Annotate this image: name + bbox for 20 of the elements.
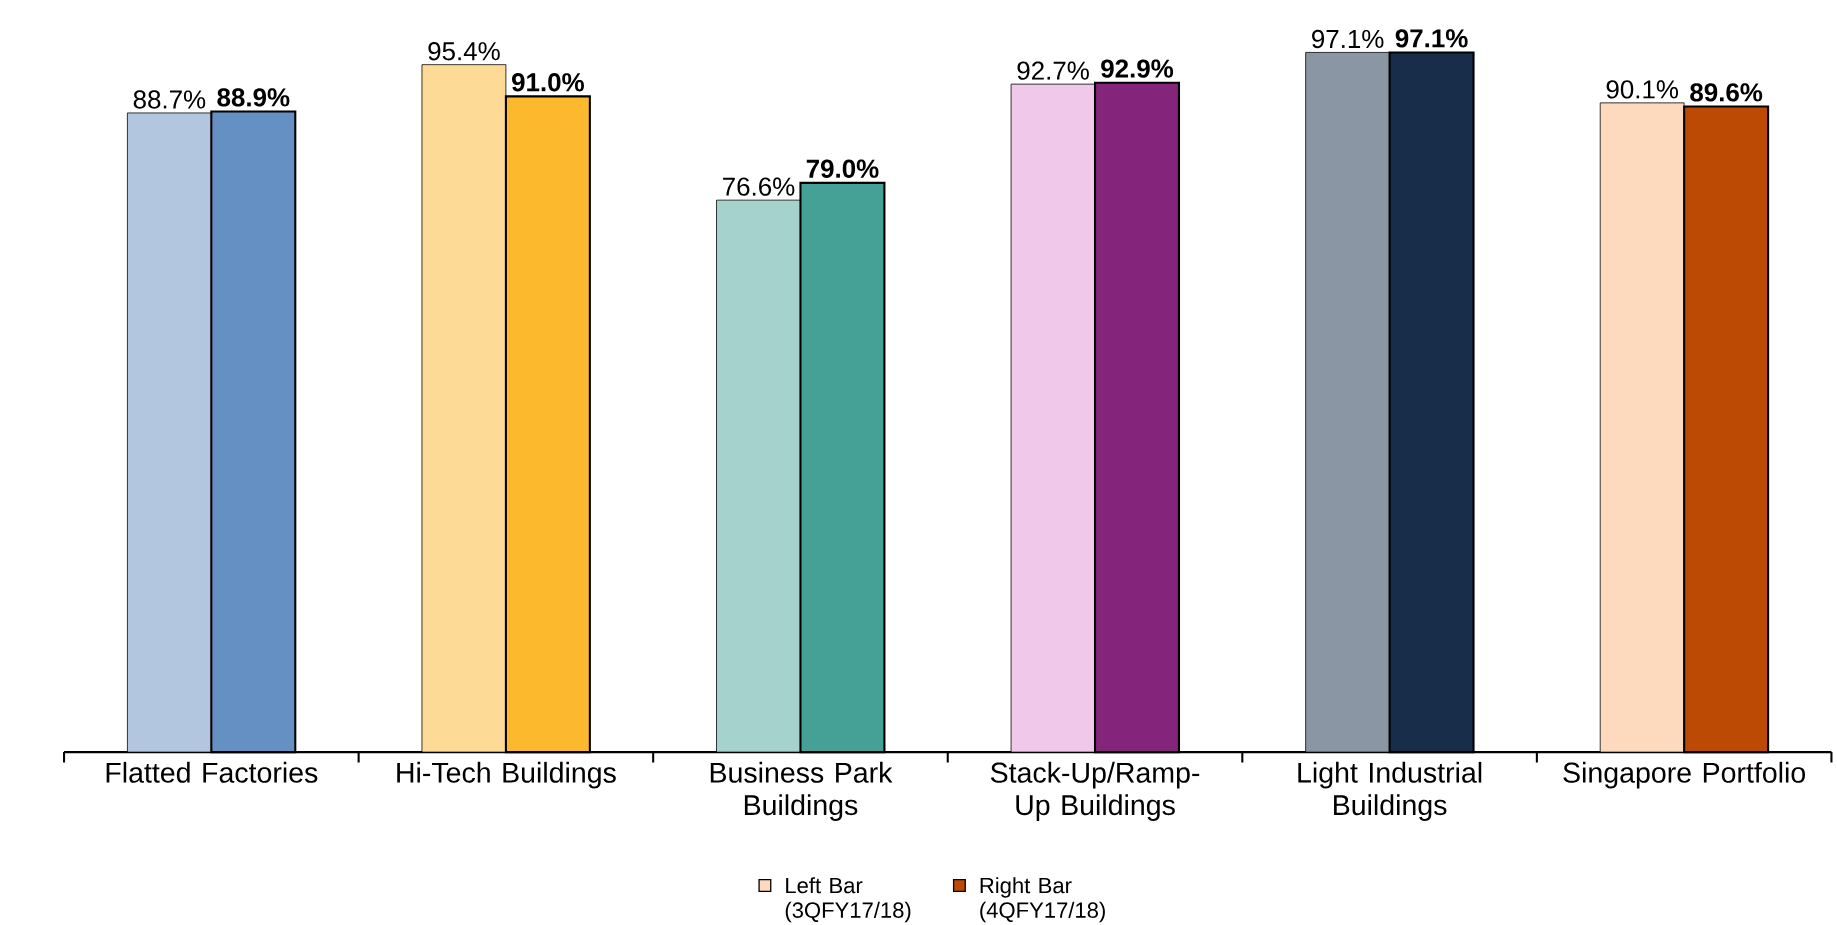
data-label: 88.9%	[217, 88, 290, 107]
data-label: 89.6%	[1690, 83, 1763, 102]
x-tick-label: Singapore Portfolio	[1563, 762, 1806, 789]
data-label: 76.6%	[723, 177, 795, 197]
data-label: 92.7%	[1017, 61, 1089, 81]
data-label: 90.1%	[1606, 80, 1679, 99]
data-label: 95.4%	[428, 42, 500, 61]
data-label: 97.1%	[1312, 30, 1384, 49]
data-label: 88.7%	[133, 90, 206, 109]
data-label: 91.0%	[512, 73, 584, 92]
x-tick-label: Stack-Up/Ramp-Up Buildings	[990, 762, 1200, 822]
data-label: 92.9%	[1101, 59, 1174, 78]
data-label: 97.1%	[1395, 29, 1468, 48]
legend-label: Left Bar (3QFY17/18)	[785, 877, 911, 923]
x-tick-label: Business Park Buildings	[710, 762, 893, 822]
data-label: 79.0%	[806, 159, 879, 179]
x-tick-label: Flatted Factories	[106, 762, 318, 784]
x-tick-label: Hi-Tech Buildings	[397, 762, 616, 789]
x-tick-label: Light Industrial Buildings	[1298, 762, 1482, 822]
legend-label: Right Bar (4QFY17/18)	[980, 877, 1105, 923]
